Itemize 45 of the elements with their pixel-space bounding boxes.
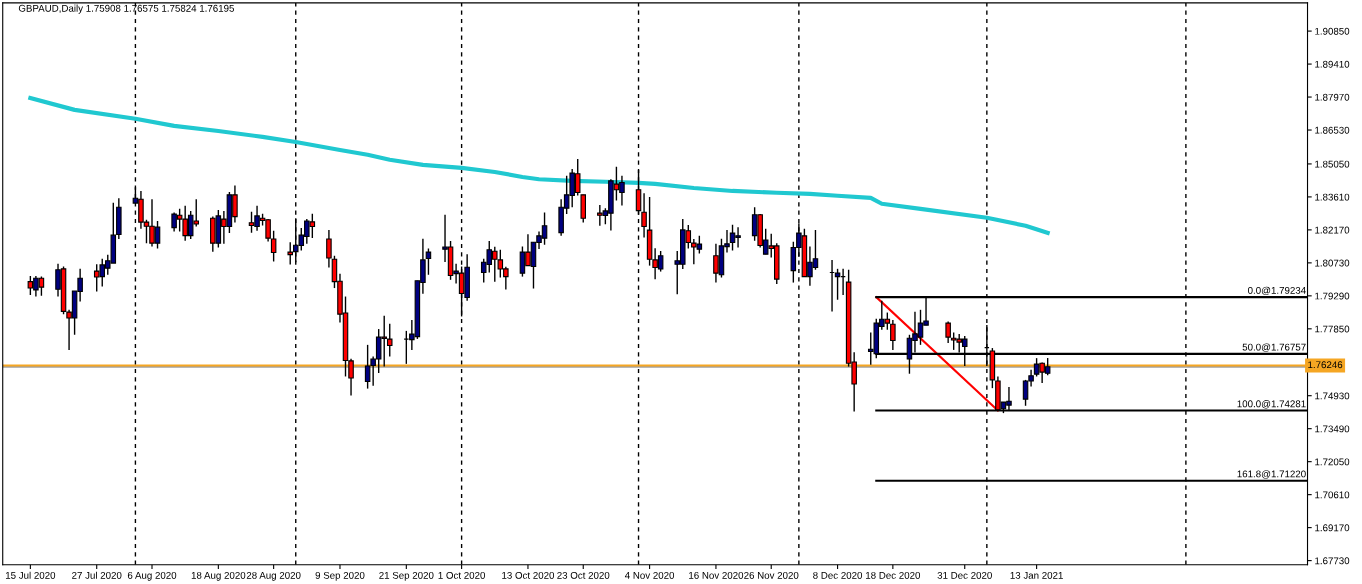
x-tick-label: 1 Oct 2020 [438, 571, 486, 579]
x-tick-label: 8 Dec 2020 [813, 571, 863, 579]
y-tick-label: 1.89410 [1315, 60, 1350, 68]
y-tick-label: 1.73490 [1315, 425, 1350, 433]
x-tick-label: 16 Nov 2020 [689, 571, 744, 579]
y-tick-label: 1.69170 [1315, 524, 1350, 532]
x-tick-label: 28 Aug 2020 [246, 571, 301, 581]
candlestick [326, 229, 332, 269]
x-tick-label: 26 Nov 2020 [744, 571, 799, 579]
annotation: 0.0@1.79234 [1247, 286, 1306, 296]
x-tick-label: 15 Jul 2020 [5, 571, 56, 579]
chart-title: GBPAUD,Daily 1.75908 1.76575 1.75824 1.76195 [18, 4, 234, 14]
y-tick-label: 1.83610 [1315, 193, 1350, 201]
x-tick-label: 18 Dec 2020 [866, 571, 921, 579]
x-tick-label: 18 Aug 2020 [191, 571, 246, 581]
y-tick-label: 1.74930 [1315, 392, 1350, 400]
line-series [28, 95, 1050, 235]
y-tick-label: 1.87970 [1315, 93, 1350, 101]
y-tick-label: 1.77850 [1315, 325, 1350, 333]
ref-line-label: 1.76246 [1308, 361, 1343, 369]
candlestick [945, 320, 951, 344]
y-tick-label: 1.79290 [1315, 292, 1350, 300]
y-tick-label: 1.67730 [1315, 557, 1350, 565]
candlestick [641, 192, 647, 239]
annotation: 100.0@1.74281 [1237, 400, 1306, 409]
y-tick-label: 1.82170 [1315, 226, 1350, 234]
y-tick-label: 1.80730 [1315, 259, 1350, 267]
y-tick-label: 1.85050 [1315, 160, 1350, 168]
x-tick-label: 13 Jan 2021 [1010, 571, 1063, 579]
x-tick-label: 21 Sep 2020 [379, 571, 434, 581]
y-tick-label: 1.86530 [1315, 126, 1350, 134]
annotation: 161.8@1.71220 [1237, 470, 1306, 479]
annotation: 50.0@1.76757 [1242, 343, 1306, 352]
y-tick-label: 1.72050 [1315, 458, 1350, 466]
candlestick [890, 319, 896, 351]
x-tick-label: 27 Jul 2020 [72, 571, 122, 579]
candlestick [425, 247, 432, 276]
x-tick-label: 9 Sep 2020 [315, 571, 365, 581]
x-tick-label: 31 Dec 2020 [937, 571, 992, 579]
x-tick-label: 6 Aug 2020 [127, 571, 177, 581]
x-tick-label: 13 Oct 2020 [502, 571, 555, 579]
x-tick-label: 4 Nov 2020 [624, 571, 675, 579]
y-tick-label: 1.70610 [1315, 491, 1350, 499]
x-tick-label: 23 Oct 2020 [557, 571, 610, 579]
y-tick-label: 1.90850 [1315, 27, 1350, 35]
